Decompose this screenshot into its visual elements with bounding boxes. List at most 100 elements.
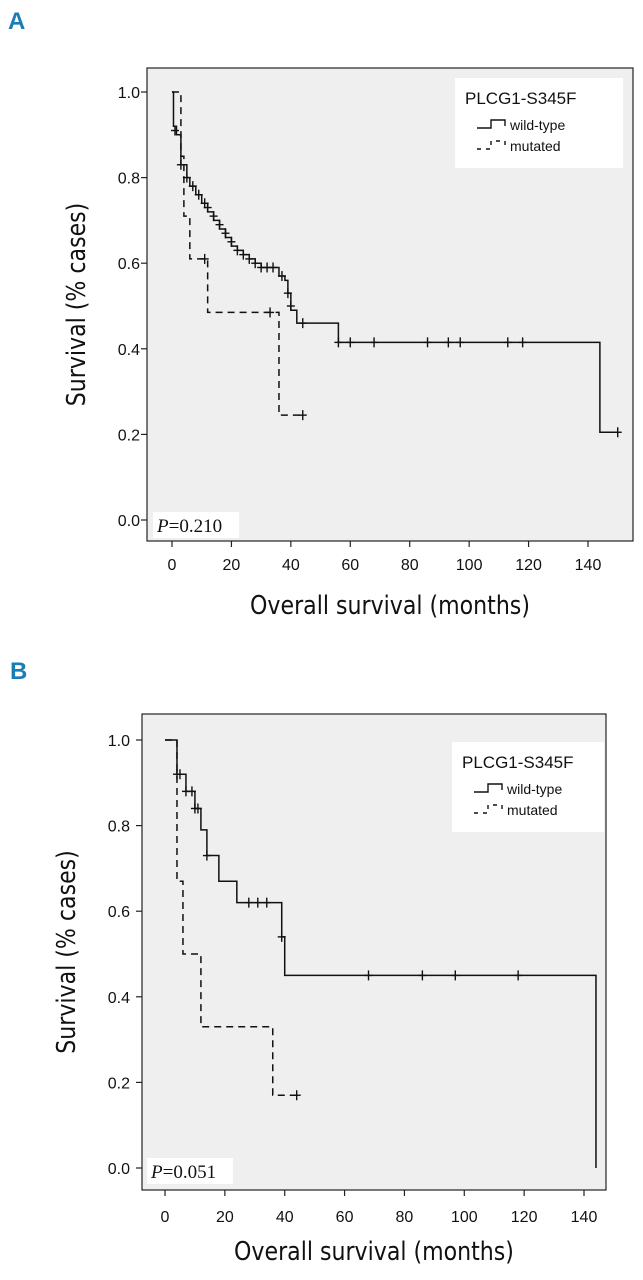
censor-mark-mutated bbox=[266, 307, 275, 318]
censor-mark-wild-type bbox=[194, 189, 203, 200]
legend-label-mutated: mutated bbox=[510, 138, 561, 154]
censor-mark-wild-type bbox=[613, 427, 622, 438]
censor-mark-wild-type bbox=[188, 181, 197, 192]
x-tick-label: 100 bbox=[451, 1209, 478, 1226]
y-tick-label: 1.0 bbox=[118, 85, 140, 102]
censor-mark-wild-type bbox=[253, 897, 262, 908]
censor-mark-wild-type bbox=[334, 337, 343, 348]
y-tick-label: 0.2 bbox=[118, 427, 140, 444]
p-value-bg bbox=[153, 512, 239, 538]
x-tick-label: 40 bbox=[276, 1209, 294, 1226]
legend-label-wild-type: wild-type bbox=[509, 117, 565, 133]
censor-mark-wild-type bbox=[283, 288, 292, 299]
y-tick-label: 0.8 bbox=[108, 819, 130, 836]
censor-mark-wild-type bbox=[277, 271, 286, 282]
censor-mark-wild-type bbox=[518, 337, 527, 348]
panel-label-a: A bbox=[8, 8, 26, 35]
censor-mark-wild-type bbox=[364, 970, 373, 981]
censor-mark-wild-type bbox=[203, 202, 212, 213]
censor-mark-wild-type bbox=[245, 253, 254, 264]
censor-mark-wild-type bbox=[251, 258, 260, 269]
legend-title: PLCG1-S345F bbox=[465, 89, 577, 108]
p-value-label: P bbox=[150, 1162, 163, 1183]
censor-mark-wild-type bbox=[370, 337, 379, 348]
censor-mark-wild-type bbox=[221, 228, 230, 239]
censor-mark-wild-type bbox=[239, 249, 248, 260]
y-tick-label: 0.4 bbox=[108, 990, 130, 1007]
legend-title: PLCG1-S345F bbox=[462, 753, 574, 772]
legend-box bbox=[452, 742, 604, 832]
censor-mark-wild-type bbox=[262, 897, 271, 908]
y-axis-title: Survival (% cases) bbox=[51, 850, 81, 1054]
x-tick-label: 20 bbox=[216, 1209, 234, 1226]
censor-mark-wild-type bbox=[277, 931, 286, 942]
censor-mark-wild-type bbox=[503, 337, 512, 348]
x-tick-label: 40 bbox=[282, 557, 300, 574]
censor-mark-wild-type bbox=[418, 970, 427, 981]
legend-swatch-wild-type bbox=[474, 783, 503, 793]
censor-mark-wild-type bbox=[233, 245, 242, 256]
chart-a: 0.0 0.2 0.4 0.6 0.8 1.0 0 20 40 60 80 100 120 140 Over… bbox=[61, 67, 634, 620]
x-tick-label: 0 bbox=[168, 557, 177, 574]
p-value-annotation: P=0.051 bbox=[150, 1162, 216, 1183]
legend-label-wild-type: wild-type bbox=[506, 781, 562, 797]
x-tick-label: 120 bbox=[511, 1209, 538, 1226]
y-tick-label: 0.2 bbox=[108, 1075, 130, 1092]
censor-mark-wild-type bbox=[187, 786, 196, 797]
censor-mark-wild-type bbox=[451, 970, 460, 981]
censor-mark-wild-type bbox=[244, 897, 253, 908]
y-tick-label: 0.0 bbox=[118, 513, 140, 530]
y-tick-label: 0.6 bbox=[108, 904, 130, 921]
p-value-number: =0.210 bbox=[169, 516, 222, 537]
censor-mark-wild-type bbox=[346, 337, 355, 348]
y-tick-label: 0.8 bbox=[118, 171, 140, 188]
censor-mark-wild-type bbox=[227, 236, 236, 247]
censor-mark-wild-type bbox=[286, 301, 295, 311]
legend-box bbox=[455, 78, 623, 168]
censor-mark-mutated bbox=[200, 253, 209, 264]
x-tick-label: 140 bbox=[571, 1209, 598, 1226]
x-tick-label: 20 bbox=[223, 557, 241, 574]
legend-label-mutated: mutated bbox=[507, 802, 558, 818]
censor-mark-wild-type bbox=[193, 803, 202, 814]
p-value-annotation: P=0.210 bbox=[156, 516, 222, 537]
x-tick-label: 80 bbox=[396, 1209, 414, 1226]
censor-mark-wild-type bbox=[215, 219, 224, 230]
x-tick-label: 100 bbox=[456, 557, 483, 574]
legend-swatch-wild-type bbox=[477, 119, 506, 129]
censor-mark-wild-type bbox=[269, 262, 278, 273]
legend-swatch-mutated bbox=[474, 804, 503, 814]
x-axis-title: Overall survival (months) bbox=[250, 590, 530, 620]
y-tick-label: 0.6 bbox=[118, 256, 140, 273]
censor-mark-wild-type bbox=[444, 337, 453, 348]
panel-label-b: B bbox=[10, 658, 28, 685]
censor-mark-mutated bbox=[298, 410, 307, 421]
censor-mark-wild-type bbox=[209, 211, 218, 222]
y-tick-label: 1.0 bbox=[108, 733, 130, 750]
x-tick-label: 140 bbox=[575, 557, 602, 574]
series-mutated-curve bbox=[165, 739, 297, 1096]
p-value-number: =0.051 bbox=[163, 1162, 216, 1183]
p-value-label: P bbox=[156, 516, 169, 537]
x-tick-label: 60 bbox=[341, 557, 359, 574]
censor-mark-wild-type bbox=[456, 337, 465, 348]
censor-mark-wild-type bbox=[423, 337, 432, 348]
y-axis-title: Survival (% cases) bbox=[61, 203, 91, 407]
x-tick-label: 60 bbox=[336, 1209, 354, 1226]
y-tick-label: 0.0 bbox=[108, 1161, 130, 1178]
series-mutated-curve bbox=[172, 91, 303, 416]
censor-mark-wild-type bbox=[175, 769, 184, 780]
y-tick-label: 0.4 bbox=[118, 342, 140, 359]
censor-mark-wild-type bbox=[298, 318, 307, 329]
x-tick-label: 0 bbox=[161, 1209, 170, 1226]
censor-mark-wild-type bbox=[202, 850, 211, 861]
legend-swatch-mutated bbox=[477, 140, 506, 150]
p-value-bg bbox=[147, 1158, 233, 1184]
censor-mark-wild-type bbox=[514, 970, 523, 981]
x-tick-label: 120 bbox=[515, 557, 542, 574]
x-axis-title: Overall survival (months) bbox=[234, 1236, 514, 1266]
censor-mark-wild-type bbox=[170, 125, 179, 136]
censor-mark-mutated bbox=[292, 1090, 301, 1101]
x-tick-label: 80 bbox=[401, 557, 419, 574]
